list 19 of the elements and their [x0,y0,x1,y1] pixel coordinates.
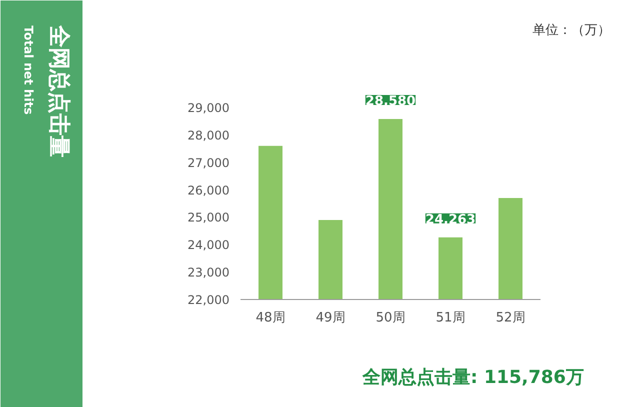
y-tick-label: 27,000 [188,156,230,170]
x-tick-label: 51周 [436,310,466,326]
data-label: 24,263 [425,212,476,228]
text: Total net hits [22,26,36,115]
x-tick-label: 48周 [256,310,286,326]
text: 全网总点击量 [46,24,71,158]
text: 单位：（万） [532,23,610,38]
y-tick-label: 29,000 [188,101,230,115]
y-tick-label: 24,000 [188,238,230,252]
x-tick-label: 50周 [376,310,406,326]
y-tick-label: 25,000 [188,210,230,225]
y-tick-label: 28,000 [188,128,230,142]
data-label: 28,580 [365,94,416,110]
text: 全网总点击量: 115,786万 [362,367,584,388]
y-tick-label: 22,000 [188,293,230,307]
x-tick-label: 49周 [316,310,346,326]
x-tick-label: 52周 [496,310,526,326]
y-tick-label: 26,000 [188,183,230,198]
y-tick-label: 23,000 [188,266,230,280]
